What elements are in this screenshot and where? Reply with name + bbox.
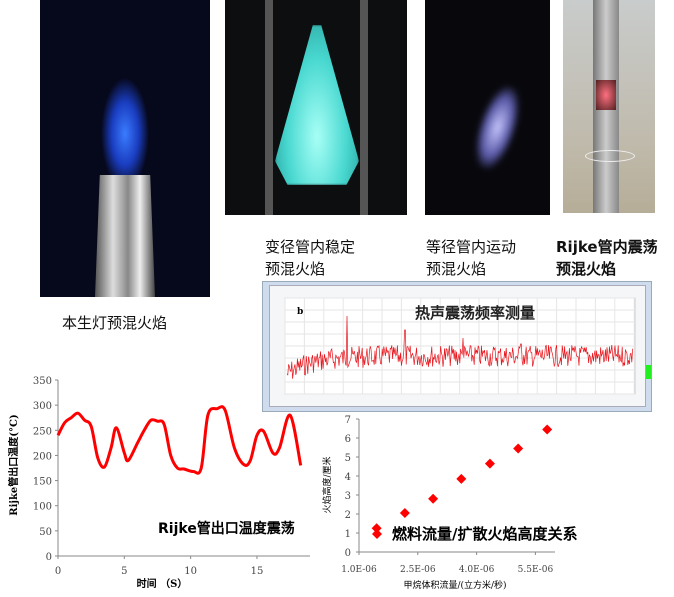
caption-rijke: Rijke管内震荡 预混火焰 (556, 238, 658, 278)
caption-equal-tube: 等径管内运动 预混火焰 (426, 238, 517, 278)
flame-height-chart: 0 1 2 3 4 5 6 7 1.0E-06 2.5E-06 4.0E-06 5.5E-06 燃料流… (321, 415, 577, 591)
x-tick-label: 5.5E-06 (518, 565, 554, 575)
y-tick-label: 4 (345, 472, 351, 483)
spectrum-title: 热声震荡频率测量 (415, 304, 536, 322)
x-tick-label: 5 (121, 566, 127, 577)
x-tick-label: 2.5E-06 (400, 565, 436, 575)
data-point (399, 508, 410, 519)
rijke-tube-photo (563, 0, 655, 213)
data-point (456, 473, 467, 484)
x-axis-label: 时间 （S） (137, 577, 188, 590)
caption-variable-tube: 变径管内稳定 预混火焰 (265, 238, 356, 278)
temperature-line (56, 405, 303, 475)
variable-tube-flame-photo (225, 0, 407, 215)
y-tick-label: 350 (33, 376, 52, 387)
y-tick-label: 200 (33, 451, 52, 462)
x-tick-label: 4.0E-06 (459, 565, 495, 575)
bunsen-flame-photo (40, 0, 210, 297)
spectrum-screenshot: b 热声震荡频率测量 (262, 281, 652, 412)
data-point (513, 443, 524, 454)
y-tick-label: 50 (39, 527, 52, 538)
y-tick-label: 5 (345, 453, 351, 464)
y-axis-label: 火焰高度/厘米 (321, 456, 333, 513)
equal-tube-flame-photo (425, 0, 550, 215)
y-tick-label: 1 (345, 529, 351, 540)
y-tick-label: 150 (33, 477, 52, 488)
spectrum-plot: b (284, 297, 636, 395)
y-tick-label: 6 (345, 434, 351, 445)
x-axis-label: 甲烷体积流量/(立方米/秒) (403, 579, 506, 591)
legend-label: 燃料流量/扩散火焰高度关系 (392, 525, 577, 543)
legend-marker (372, 529, 382, 539)
y-tick-label: 3 (345, 491, 351, 502)
x-tick-label: 10 (184, 566, 197, 577)
y-tick-label: 250 (33, 426, 52, 437)
panel-label: b (297, 307, 303, 317)
chart-title: Rijke管出口温度震荡 (158, 520, 295, 537)
green-indicator (646, 365, 651, 379)
caption-bunsen: 本生灯预混火焰 (62, 314, 168, 332)
y-tick-label: 2 (345, 510, 351, 521)
y-tick-label: 0 (345, 548, 351, 559)
data-point (428, 493, 439, 504)
data-point (542, 424, 553, 435)
spectrum-line (286, 315, 633, 379)
x-tick-label: 0 (55, 566, 61, 577)
y-tick-label: 0 (46, 552, 52, 563)
y-tick-label: 100 (33, 502, 52, 513)
data-point (484, 458, 495, 469)
data-point (371, 523, 382, 534)
x-tick-label: 1.0E-06 (341, 565, 377, 575)
y-tick-label: 7 (345, 415, 351, 426)
y-tick-label: 300 (33, 401, 52, 412)
y-axis-label: Rijke管出口温度(°C) (7, 414, 20, 515)
temperature-chart: 0 50 100 150 200 250 300 350 0 5 10 15 Rijke管出口温度震荡… (7, 376, 310, 590)
x-tick-label: 15 (251, 566, 264, 577)
